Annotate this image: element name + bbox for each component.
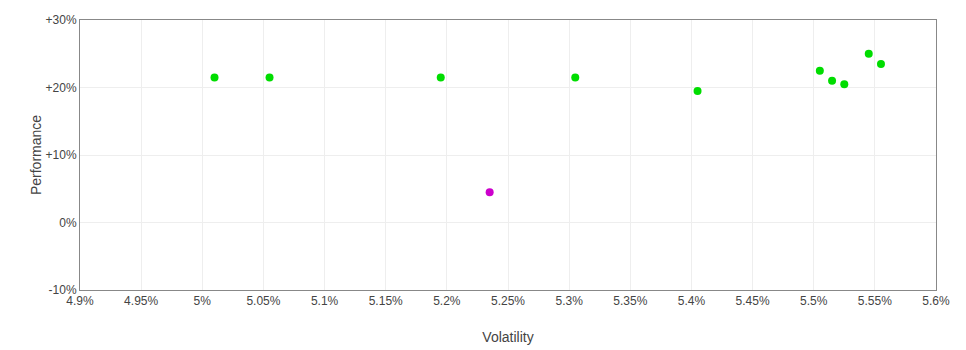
svg-text:5.05%: 5.05% xyxy=(246,294,280,308)
svg-text:4.9%: 4.9% xyxy=(66,294,94,308)
svg-text:-10%: -10% xyxy=(49,283,77,297)
svg-text:+10%: +10% xyxy=(46,148,77,162)
svg-text:5%: 5% xyxy=(194,294,212,308)
svg-text:+30%: +30% xyxy=(46,13,77,27)
svg-text:5.45%: 5.45% xyxy=(736,294,770,308)
svg-text:5.4%: 5.4% xyxy=(678,294,706,308)
svg-text:5.55%: 5.55% xyxy=(858,294,892,308)
svg-text:5.3%: 5.3% xyxy=(555,294,583,308)
svg-text:0%: 0% xyxy=(59,216,77,230)
svg-text:5.35%: 5.35% xyxy=(613,294,647,308)
svg-text:5.1%: 5.1% xyxy=(311,294,339,308)
svg-text:+20%: +20% xyxy=(46,81,77,95)
svg-text:5.5%: 5.5% xyxy=(800,294,828,308)
svg-text:5.6%: 5.6% xyxy=(922,294,950,308)
svg-text:5.25%: 5.25% xyxy=(491,294,525,308)
svg-text:4.95%: 4.95% xyxy=(124,294,158,308)
svg-text:Performance: Performance xyxy=(28,115,44,195)
svg-text:5.15%: 5.15% xyxy=(369,294,403,308)
svg-text:Volatility: Volatility xyxy=(482,329,533,345)
svg-text:5.2%: 5.2% xyxy=(433,294,461,308)
